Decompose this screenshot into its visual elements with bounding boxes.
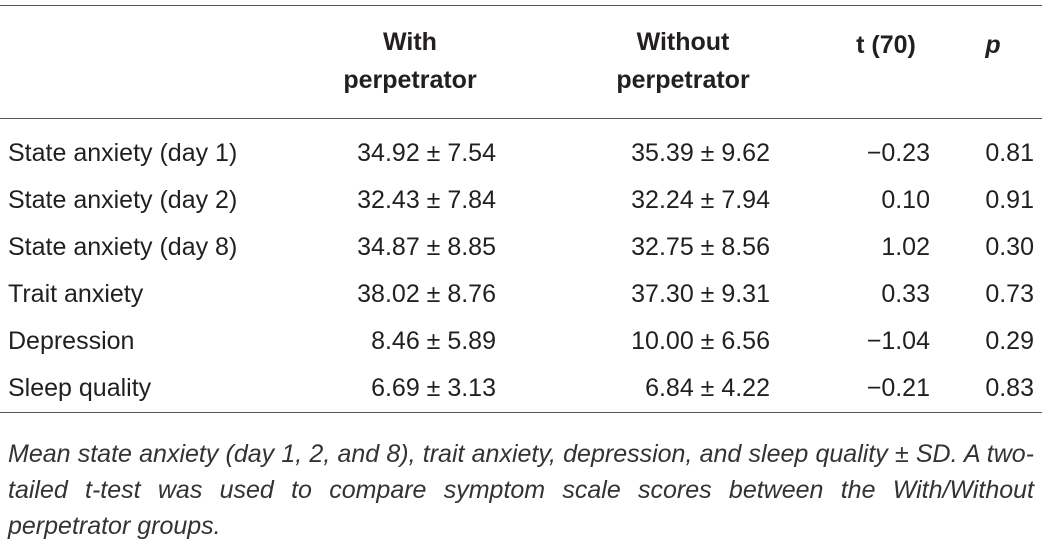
cell-value: 0.29 xyxy=(985,327,1034,355)
cell-value: −1.04 xyxy=(866,327,930,355)
cell-value: 0.30 xyxy=(985,233,1034,261)
cell-value: −0.21 xyxy=(866,374,930,402)
header-rule xyxy=(0,118,1042,119)
caption: Mean state anxiety (day 1, 2, and 8), tr… xyxy=(8,440,1034,540)
cell-value: 34.92 ± 7.54 xyxy=(357,139,496,167)
cell-value: 35.39 ± 9.62 xyxy=(631,139,770,167)
cell-value: 37.30 ± 9.31 xyxy=(631,280,770,308)
column-header: p xyxy=(985,31,1001,59)
column-header: With perpetrator xyxy=(343,28,477,94)
cell-value: −0.23 xyxy=(866,139,930,167)
row-label: State anxiety (day 2) xyxy=(8,186,238,214)
cell-value: 0.73 xyxy=(985,280,1034,308)
cell-value: 0.91 xyxy=(985,186,1034,214)
bottom-rule xyxy=(0,412,1042,413)
row-label: State anxiety (day 1) xyxy=(8,139,238,167)
row-label: Sleep quality xyxy=(8,374,152,402)
cell-value: 0.33 xyxy=(881,280,930,308)
cell-value: 38.02 ± 8.76 xyxy=(357,280,496,308)
top-rule xyxy=(0,5,1042,6)
cell-value: 0.81 xyxy=(985,139,1034,167)
cell-value: 6.84 ± 4.22 xyxy=(645,374,770,402)
cell-value: 34.87 ± 8.85 xyxy=(357,233,496,261)
cell-value: 10.00 ± 6.56 xyxy=(631,327,770,355)
cell-value: 32.24 ± 7.94 xyxy=(631,186,770,214)
column-header: t (70) xyxy=(856,31,916,59)
row-label: Depression xyxy=(8,327,135,355)
cell-value: 0.83 xyxy=(985,374,1034,402)
cell-value: 32.43 ± 7.84 xyxy=(357,186,496,214)
column-header: Without perpetrator xyxy=(616,28,750,94)
row-label: State anxiety (day 8) xyxy=(8,233,238,261)
cell-value: 32.75 ± 8.56 xyxy=(631,233,770,261)
row-label: Trait anxiety xyxy=(8,280,144,308)
cell-value: 1.02 xyxy=(881,233,930,261)
cell-value: 6.69 ± 3.13 xyxy=(371,374,496,402)
cell-value: 0.10 xyxy=(881,186,930,214)
cell-value: 8.46 ± 5.89 xyxy=(371,327,496,355)
